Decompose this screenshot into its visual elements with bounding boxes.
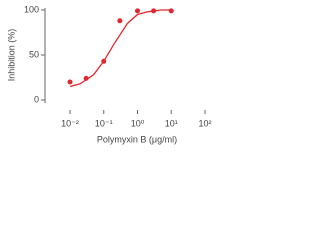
x-tick-label: 10⁰ <box>131 118 145 128</box>
x-tick-label: 10⁻² <box>61 118 79 128</box>
y-tick-label: 100 <box>24 4 39 14</box>
y-tick-label: 50 <box>29 49 39 59</box>
data-point <box>67 79 73 85</box>
chart: Inhibition (%) Polymyxin B (μg/ml) 0 50 10… <box>6 4 211 144</box>
x-tick-label: 10⁻¹ <box>95 118 113 128</box>
y-axis-label: Inhibition (%) <box>6 29 16 82</box>
fit-curve <box>69 9 172 88</box>
y-tick-label: 0 <box>34 94 39 104</box>
data-point <box>168 8 174 14</box>
x-axis-label: Polymyxin B (μg/ml) <box>97 134 177 144</box>
data-point <box>135 8 140 14</box>
x-tick-label: 10¹ <box>165 118 178 128</box>
x-tick-label: 10² <box>198 118 211 128</box>
data-point <box>117 18 123 24</box>
